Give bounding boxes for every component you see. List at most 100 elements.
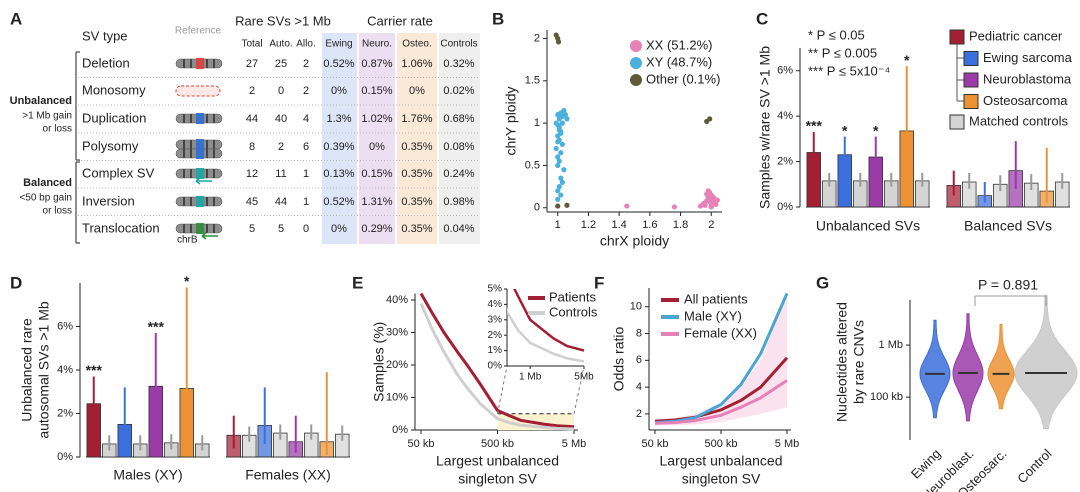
table-cell: 1.76%: [401, 113, 432, 125]
violin: [987, 323, 1015, 410]
table-cell: 0.35%: [401, 196, 432, 208]
panel-label: E: [352, 273, 363, 292]
scatter-point: [556, 184, 562, 190]
chromosome-band: [206, 197, 208, 206]
legend-swatch: [963, 72, 979, 88]
chromosome-band: [190, 224, 192, 233]
chromosome-icon: [175, 85, 221, 97]
table-cell: 0.15%: [361, 168, 392, 180]
annotation: *** P ≤ 5x10⁻⁴: [808, 63, 890, 78]
x-tick-label: Balanced SVs: [964, 218, 1052, 234]
scatter-point: [704, 191, 710, 197]
chromosome-band: [213, 140, 215, 149]
panel-label: A: [10, 9, 22, 28]
x-tick-label: 1.2: [581, 219, 596, 231]
table-cell: 0.32%: [443, 58, 474, 70]
group-label: Unbalanced: [10, 95, 72, 107]
table-cell: 0.68%: [443, 113, 474, 125]
sv-marker: [196, 168, 204, 179]
y-tick-label: 6: [636, 354, 642, 366]
chromosome-band: [183, 197, 185, 206]
line-series: [419, 302, 575, 431]
x-tick-label: 50 kb: [408, 438, 435, 450]
y-tick-label: 0.5: [525, 159, 540, 171]
column-header: Auto.: [269, 39, 292, 50]
table-cell: 44: [275, 196, 287, 208]
chromosome-band: [183, 169, 185, 178]
table-cell: 0.04%: [443, 223, 474, 235]
legend-swatch: [630, 74, 642, 86]
y-tick-label: 0%: [57, 451, 73, 463]
y-tick-label: 30%: [386, 326, 408, 338]
inset-x-tick-label: 5Mb: [574, 372, 594, 383]
y-tick-label: 2%: [57, 407, 73, 419]
x-axis-label: singleton SV: [458, 471, 537, 487]
y-tick-label: 1 Mb: [879, 339, 903, 351]
scatter-point: [555, 196, 561, 202]
row-label: Complex SV: [82, 165, 155, 180]
row-label: Translocation: [82, 220, 160, 235]
legend-swatch: [963, 51, 979, 66]
column-group: Rare SVs >1 Mb: [235, 13, 331, 28]
column-band: [397, 33, 437, 244]
chromosome-band: [206, 224, 208, 233]
table-cell: 0.39%: [323, 141, 354, 153]
table-cell: 0%: [331, 85, 347, 97]
table-cell: 0.15%: [361, 85, 392, 97]
table-cell: 6: [303, 141, 309, 153]
zoom-connector: [497, 365, 508, 414]
significance: ***: [806, 118, 823, 134]
table-cell: 0.29%: [361, 223, 392, 235]
column-header: Total: [241, 39, 262, 50]
y-tick-label: 100 kb: [870, 391, 903, 403]
row-label: Polysomy: [82, 138, 139, 153]
table-cell: 0%: [369, 141, 385, 153]
table-cell: 0.52%: [323, 196, 354, 208]
chromosome-band: [190, 197, 192, 206]
y-tick-label: 6%: [57, 320, 73, 332]
chromosome-band: [206, 114, 208, 123]
chr-label: chrB: [177, 235, 198, 246]
scatter-point: [711, 195, 717, 202]
table-cell: 8: [249, 141, 255, 153]
table-cell: 0.35%: [401, 141, 432, 153]
legend-label: XY (48.7%): [646, 54, 712, 69]
y-tick-label: 40%: [386, 294, 408, 306]
scatter-point: [707, 199, 713, 205]
chromosome-band: [190, 114, 192, 123]
column-header: Controls: [440, 39, 477, 50]
column-header: Osteo.: [402, 39, 431, 50]
significance: *: [873, 122, 879, 138]
table-cell: 1.02%: [361, 113, 392, 125]
y-axis-label: Samples w/rare SV >1 Mb: [757, 46, 773, 209]
x-tick-label: 500 kb: [481, 438, 514, 450]
inset-y-tick-label: 0%: [488, 361, 503, 372]
y-tick-label: 20%: [386, 359, 408, 371]
annotation: * P ≤ 0.05: [808, 27, 865, 42]
scatter-point: [561, 107, 567, 114]
table-cell: 1: [303, 168, 309, 180]
x-tick-label: 500 kb: [704, 438, 737, 450]
column-group: Carrier rate: [367, 13, 433, 28]
chromosome-band: [190, 59, 192, 68]
x-tick-label: 1.6: [642, 219, 657, 231]
chromosome-band: [213, 224, 215, 233]
significance: ***: [86, 362, 103, 378]
scatter-point: [558, 150, 564, 156]
scatter-point: [564, 116, 570, 122]
inset-x-tick-label: 1 Mb: [519, 372, 542, 383]
significance: *: [904, 52, 910, 68]
scatter-point: [561, 167, 567, 173]
scatter-point: [564, 202, 570, 208]
inset-y-tick-label: 4%: [488, 299, 503, 310]
table-cell: 0.87%: [361, 58, 392, 70]
table-cell: 40: [275, 113, 287, 125]
table-cell: 0.02%: [443, 85, 474, 97]
y-axis-label: chrY ploidy: [503, 86, 519, 155]
x-tick-label: 1.8: [673, 219, 688, 231]
table-cell: 1: [303, 196, 309, 208]
y-tick-label: 2: [534, 32, 540, 44]
sv-arrow: [201, 232, 218, 240]
table-cell: 2: [278, 141, 284, 153]
inset-y-tick-label: 2%: [488, 330, 503, 341]
